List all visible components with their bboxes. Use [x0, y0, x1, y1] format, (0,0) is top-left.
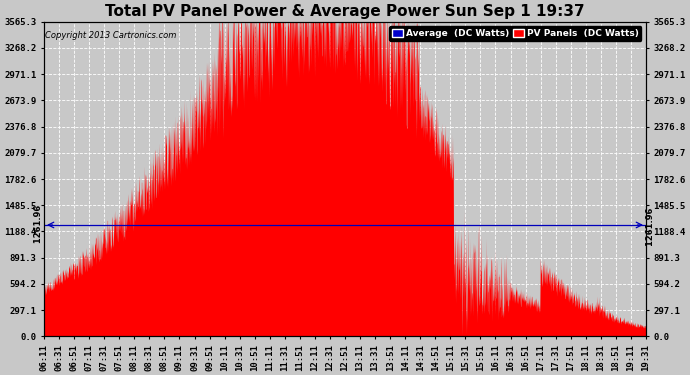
Text: Copyright 2013 Cartronics.com: Copyright 2013 Cartronics.com	[45, 31, 176, 40]
Title: Total PV Panel Power & Average Power Sun Sep 1 19:37: Total PV Panel Power & Average Power Sun…	[105, 4, 585, 19]
Text: 1261.96: 1261.96	[646, 204, 655, 246]
Text: 1261.96: 1261.96	[34, 204, 43, 246]
Legend: Average  (DC Watts), PV Panels  (DC Watts): Average (DC Watts), PV Panels (DC Watts)	[389, 26, 642, 40]
